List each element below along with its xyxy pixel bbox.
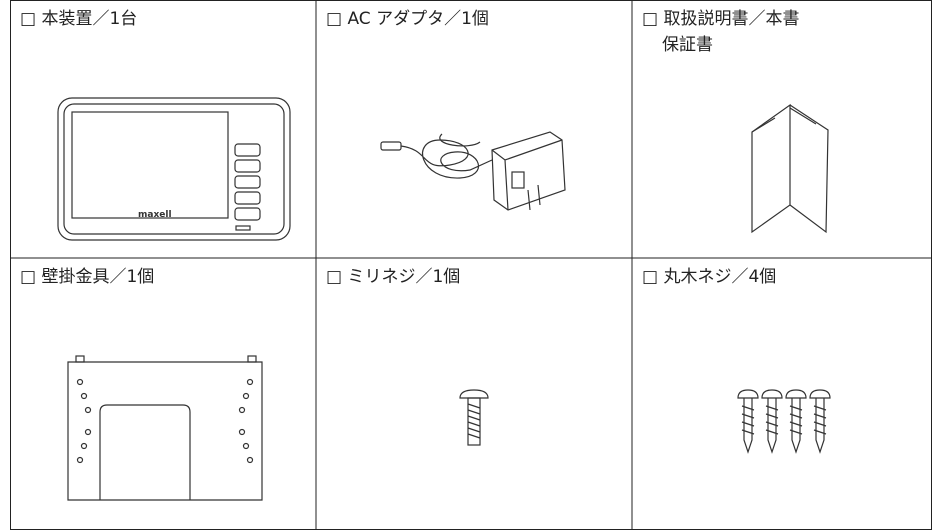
item-label: □ AC アダプタ／1個 [326,9,489,29]
screw-illustration [459,389,489,446]
wood-screws-illustration [737,389,831,454]
item-label: □ 壁掛金具／1個 [20,267,155,287]
item-sublabel: 保証書 [662,35,713,55]
item-label: □ 取扱説明書／本書 [642,9,800,29]
adapter-illustration [380,131,566,211]
device-illustration [57,97,291,241]
table-grid [10,0,932,530]
item-label: □ 丸木ネジ／4個 [642,267,777,287]
bracket-illustration [67,355,263,501]
item-label: □ 本装置／1台 [20,9,138,29]
brand-label: maxell [138,210,172,220]
manual-illustration [751,103,829,234]
item-label: □ ミリネジ／1個 [326,267,461,287]
